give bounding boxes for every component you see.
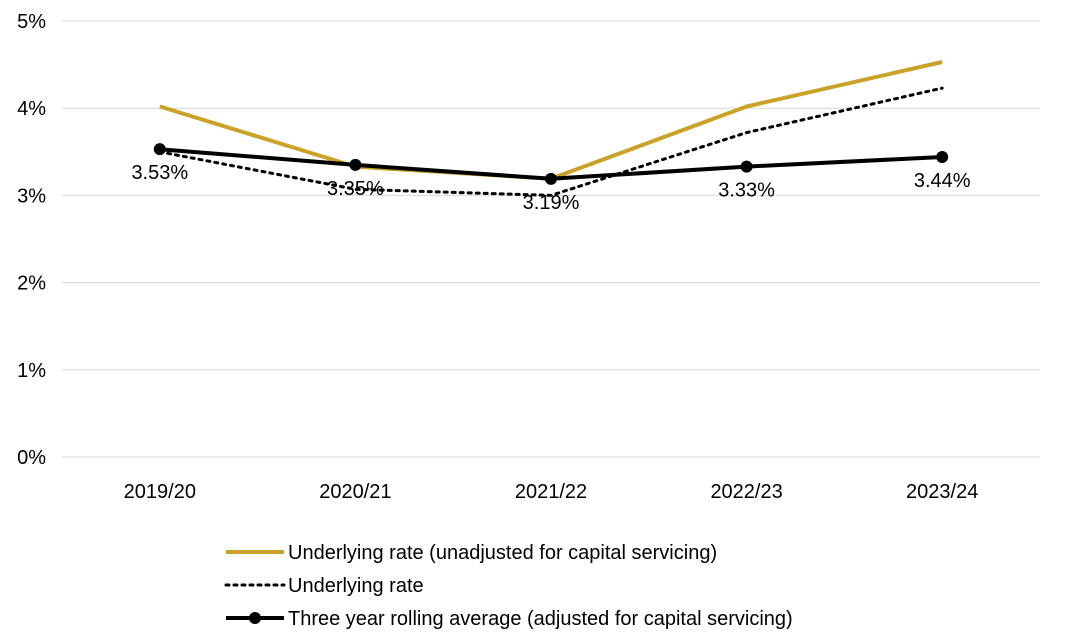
series-point — [153, 143, 166, 156]
x-tick-label: 2019/20 — [124, 481, 196, 503]
y-tick-label: 3% — [17, 185, 46, 207]
legend-label: Underlying rate (unadjusted for capital … — [288, 542, 717, 564]
series-point — [545, 172, 557, 185]
legend-label: Underlying rate — [288, 575, 424, 597]
data-label: 3.44% — [914, 170, 971, 192]
series-line-underlying-rate — [158, 86, 944, 197]
x-tick-label: 2021/22 — [515, 481, 587, 503]
legend: Underlying rate (unadjusted for capital … — [224, 542, 793, 630]
y-axis-ticks: 0% 1% 2% 3% 4% 5% — [17, 11, 46, 469]
series-point — [740, 160, 753, 173]
series-point — [936, 151, 949, 164]
x-tick-label: 2023/24 — [906, 481, 978, 503]
y-tick-label: 2% — [17, 273, 46, 295]
series-point — [349, 158, 362, 171]
y-tick-label: 4% — [17, 98, 46, 120]
data-label: 3.53% — [131, 162, 188, 184]
data-label: 3.33% — [718, 180, 775, 202]
legend-marker — [249, 612, 261, 624]
gridlines — [62, 20, 1040, 458]
data-label: 3.19% — [523, 192, 580, 214]
legend-label: Three year rolling average (adjusted for… — [288, 608, 793, 630]
x-tick-label: 2022/23 — [710, 481, 782, 503]
x-tick-label: 2020/21 — [319, 481, 391, 503]
y-tick-label: 0% — [17, 447, 46, 469]
data-label: 3.35% — [327, 178, 384, 200]
series-layer — [153, 60, 949, 197]
x-axis-ticks: 2019/20 2020/21 2021/22 2022/23 2023/24 — [124, 481, 979, 503]
data-labels: 3.53% 3.35% 3.19% 3.33% 3.44% — [131, 162, 970, 214]
y-tick-label: 1% — [17, 360, 46, 382]
y-tick-label: 5% — [17, 11, 46, 33]
